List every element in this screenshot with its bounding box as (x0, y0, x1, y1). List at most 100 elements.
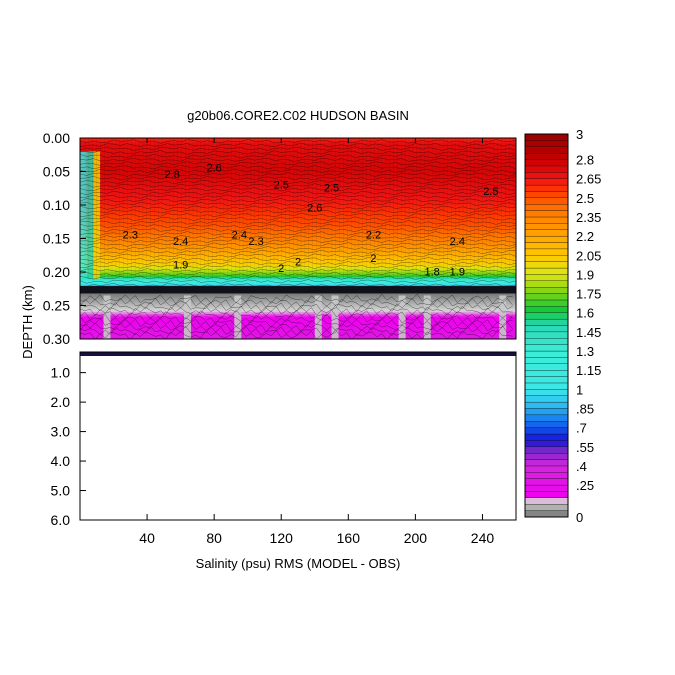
depth-band (80, 186, 516, 189)
x-tick-label: 160 (337, 530, 361, 546)
lower-panel-top-band (80, 352, 516, 356)
contour-label: 2.5 (324, 183, 339, 195)
y-tick-label: 4.0 (51, 453, 71, 469)
contour-line (80, 257, 516, 262)
depth-band (80, 317, 516, 320)
y-axis-upper: 0.00 0.05 0.10 0.15 0.20 0.25 0.30 (43, 130, 86, 347)
contour-line (80, 212, 516, 218)
grey-patch (423, 295, 431, 339)
depth-band (80, 236, 516, 240)
colorbar-label: .4 (576, 459, 587, 474)
contour-line (80, 187, 516, 192)
colorbar-swatch (524, 184, 569, 192)
depth-band (80, 168, 516, 171)
contour-label: 1.9 (173, 260, 188, 272)
y-tick-label: 0.25 (43, 298, 70, 314)
depth-band (80, 144, 516, 147)
depth-band (80, 323, 516, 327)
depth-band (80, 310, 516, 313)
contour-line (80, 325, 513, 336)
depth-band (80, 235, 516, 238)
colorbar-label: 2.5 (576, 191, 594, 206)
colorbar-label: 1.45 (576, 325, 601, 340)
colorbar-label: 0 (576, 510, 583, 525)
contour-line (80, 329, 513, 339)
colorbar-swatch (524, 293, 569, 301)
colorbar-swatch (524, 408, 569, 416)
colorbar-swatch (524, 376, 569, 384)
y-tick-label: 0.10 (43, 197, 70, 213)
depth-band (80, 149, 516, 152)
contour-line (80, 293, 513, 304)
colorbar-frame (524, 133, 569, 518)
depth-band (80, 169, 516, 173)
depth-band (80, 251, 516, 255)
chart-title: g20b06.CORE2.C02 HUDSON BASIN (187, 108, 409, 123)
contour-label: 1.9 (450, 266, 465, 278)
depth-band (80, 261, 516, 265)
colorbar-label: 1 (576, 382, 583, 397)
depth-band (80, 240, 516, 243)
y-tick-label: 3.0 (51, 424, 71, 440)
depth-band (80, 230, 516, 233)
contour-line (80, 309, 513, 321)
contour-line (80, 139, 516, 144)
depth-band (80, 174, 516, 178)
depth-band (80, 166, 516, 169)
depth-band (80, 303, 516, 307)
colorbar-swatch (524, 287, 569, 294)
contour-line (80, 242, 516, 247)
depth-band (80, 335, 516, 338)
contour-line (80, 268, 516, 273)
colorbar-swatch (524, 427, 569, 435)
y-tick-label: 0.20 (43, 264, 70, 280)
depth-band (80, 189, 516, 193)
contour-label: 2.8 (165, 169, 180, 181)
colorbar (524, 133, 569, 518)
depth-band (80, 231, 516, 235)
depth-band (80, 258, 516, 261)
depth-band (80, 282, 516, 285)
edge-column (80, 151, 87, 279)
contour-line (80, 321, 513, 333)
depth-band (80, 173, 516, 176)
depth-band (80, 305, 516, 308)
depth-band (80, 171, 516, 174)
depth-band (80, 298, 516, 302)
depth-band (80, 163, 516, 166)
depth-band (80, 327, 516, 330)
colorbar-swatch (524, 459, 569, 467)
depth-band (80, 246, 516, 250)
depth-band (80, 223, 516, 226)
contour-line (80, 220, 516, 225)
grey-patch (234, 295, 242, 339)
depth-band (80, 220, 516, 223)
colorbar-swatch (524, 440, 569, 447)
depth-band (80, 188, 516, 191)
x-tick-label: 40 (139, 530, 155, 546)
depth-band (80, 302, 516, 305)
contour-line (80, 260, 516, 266)
y-tick-label: 2.0 (51, 394, 71, 410)
colorbar-swatch (524, 267, 569, 275)
contour-label: 2 (278, 263, 284, 275)
depth-band (80, 273, 516, 276)
depth-band (80, 181, 516, 184)
colorbar-swatch (524, 472, 569, 479)
depth-band (80, 313, 516, 317)
contour-line (80, 249, 516, 255)
depth-band (80, 179, 516, 183)
depth-band (80, 293, 516, 297)
depth-band (80, 297, 516, 300)
colorbar-label: .85 (576, 401, 594, 416)
y-tick-label: 5.0 (51, 483, 71, 499)
colorbar-swatch (524, 318, 569, 326)
contour-label: 2.5 (483, 186, 498, 198)
depth-band (80, 216, 516, 219)
colorbar-swatch (524, 274, 569, 281)
colorbar-swatch (524, 363, 569, 371)
contour-label: 2.3 (248, 236, 263, 248)
colorbar-swatch (524, 280, 569, 288)
contour-line (80, 209, 516, 214)
depth-band (80, 211, 516, 214)
